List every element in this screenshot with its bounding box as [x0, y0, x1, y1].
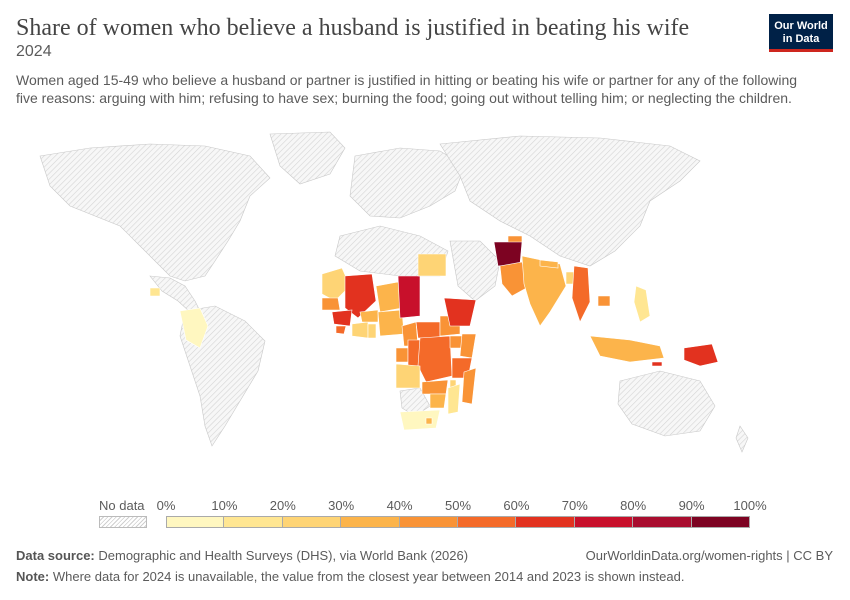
country-mozambique: [447, 383, 461, 415]
legend-tick-label: 30%: [328, 498, 355, 513]
country-car: [415, 321, 441, 339]
legend-tick-label: 50%: [444, 498, 472, 513]
legend-bin-4[interactable]: [399, 516, 458, 528]
country-ghana: [367, 323, 377, 339]
country-philippines: [633, 285, 651, 323]
legend-no-data-swatch: [99, 516, 147, 528]
region-north-america: [39, 143, 271, 282]
country-uganda: [449, 335, 463, 349]
country-myanmar: [571, 265, 591, 323]
country-pakistan: [499, 261, 531, 297]
country-madagascar: [461, 367, 477, 405]
source-text[interactable]: Demographic and Health Surveys (DHS), vi…: [98, 548, 469, 563]
country-chad: [397, 275, 421, 319]
country-egypt: [417, 253, 447, 277]
legend-tick-label: 70%: [561, 498, 588, 513]
owid-logo[interactable]: Our World in Data: [769, 14, 833, 52]
legend-color-scale: [166, 516, 750, 528]
country-burkina-faso: [359, 309, 379, 323]
country-angola: [395, 363, 421, 389]
country-zimbabwe: [429, 393, 447, 409]
country-senegal: [321, 297, 341, 311]
data-source: Data source: Demographic and Health Surv…: [16, 548, 468, 563]
legend-tick-label: 40%: [386, 498, 413, 513]
country-colombia: [179, 307, 209, 349]
region-russia-asia: [439, 135, 701, 267]
legend-bin-7[interactable]: [574, 516, 634, 528]
legend-bin-0[interactable]: [166, 516, 225, 528]
legend-tick-label: 90%: [678, 498, 705, 513]
region-new-zealand: [735, 425, 749, 453]
note-label: Note:: [16, 569, 50, 584]
region-middle-east: [449, 240, 501, 302]
legend-bin-1[interactable]: [224, 516, 283, 528]
country-kenya: [459, 333, 477, 359]
country-lesotho: [425, 417, 433, 425]
country-zambia: [421, 379, 449, 395]
note-text: Where data for 2024 is unavailable, the …: [52, 569, 685, 584]
country-mali: [344, 273, 377, 319]
chart-title: Share of women who believe a husband is …: [16, 15, 690, 41]
logo-line-2: in Data: [782, 33, 820, 45]
country-afghanistan: [493, 241, 523, 267]
legend-tick-label: 20%: [269, 498, 296, 513]
legend-tick-label: 0%: [156, 498, 176, 513]
legend-bin-2[interactable]: [282, 516, 342, 528]
country-india: [521, 255, 567, 327]
country-ethiopia: [443, 297, 477, 327]
country-gabon: [395, 347, 409, 363]
chart-subtitle: Women aged 15-49 who believe a husband o…: [16, 72, 798, 106]
chart-year: 2024: [16, 43, 52, 60]
world-map: [39, 131, 749, 453]
legend-bin-9[interactable]: [691, 516, 750, 528]
legend-bin-8[interactable]: [633, 516, 692, 528]
footer-note: Note: Where data for 2024 is unavailable…: [16, 569, 684, 584]
country-drc: [417, 335, 453, 383]
region-europe: [349, 147, 466, 219]
country-cambodia: [597, 295, 611, 307]
country-south-africa: [399, 409, 441, 431]
country-timor-leste: [651, 361, 663, 367]
data-regions: [149, 235, 719, 431]
legend-bin-5[interactable]: [457, 516, 517, 528]
country-indonesia: [589, 335, 665, 363]
legend-tick-label: 60%: [503, 498, 530, 513]
country-guinea: [331, 309, 353, 327]
region-greenland: [269, 131, 346, 185]
region-australia: [617, 370, 716, 437]
country-sierra-leone: [335, 325, 347, 335]
legend-no-data-label: No data: [99, 498, 145, 513]
country-png: [683, 343, 719, 367]
legend-tick-label: 80%: [620, 498, 647, 513]
source-url[interactable]: OurWorldinData.org/women-rights | CC BY: [585, 548, 833, 563]
country-cote-divoire: [351, 321, 369, 339]
logo-line-1: Our World: [774, 20, 828, 32]
no-data-regions: [39, 131, 749, 453]
country-niger: [375, 281, 403, 313]
legend-tick-label: 100%: [733, 498, 767, 513]
country-nepal: [539, 259, 559, 269]
legend-tick-label: 10%: [211, 498, 238, 513]
legend-bin-6[interactable]: [516, 516, 575, 528]
source-label: Data source:: [16, 548, 95, 563]
country-mauritania: [321, 267, 351, 302]
country-honduras: [149, 287, 161, 297]
legend-bin-3[interactable]: [341, 516, 400, 528]
